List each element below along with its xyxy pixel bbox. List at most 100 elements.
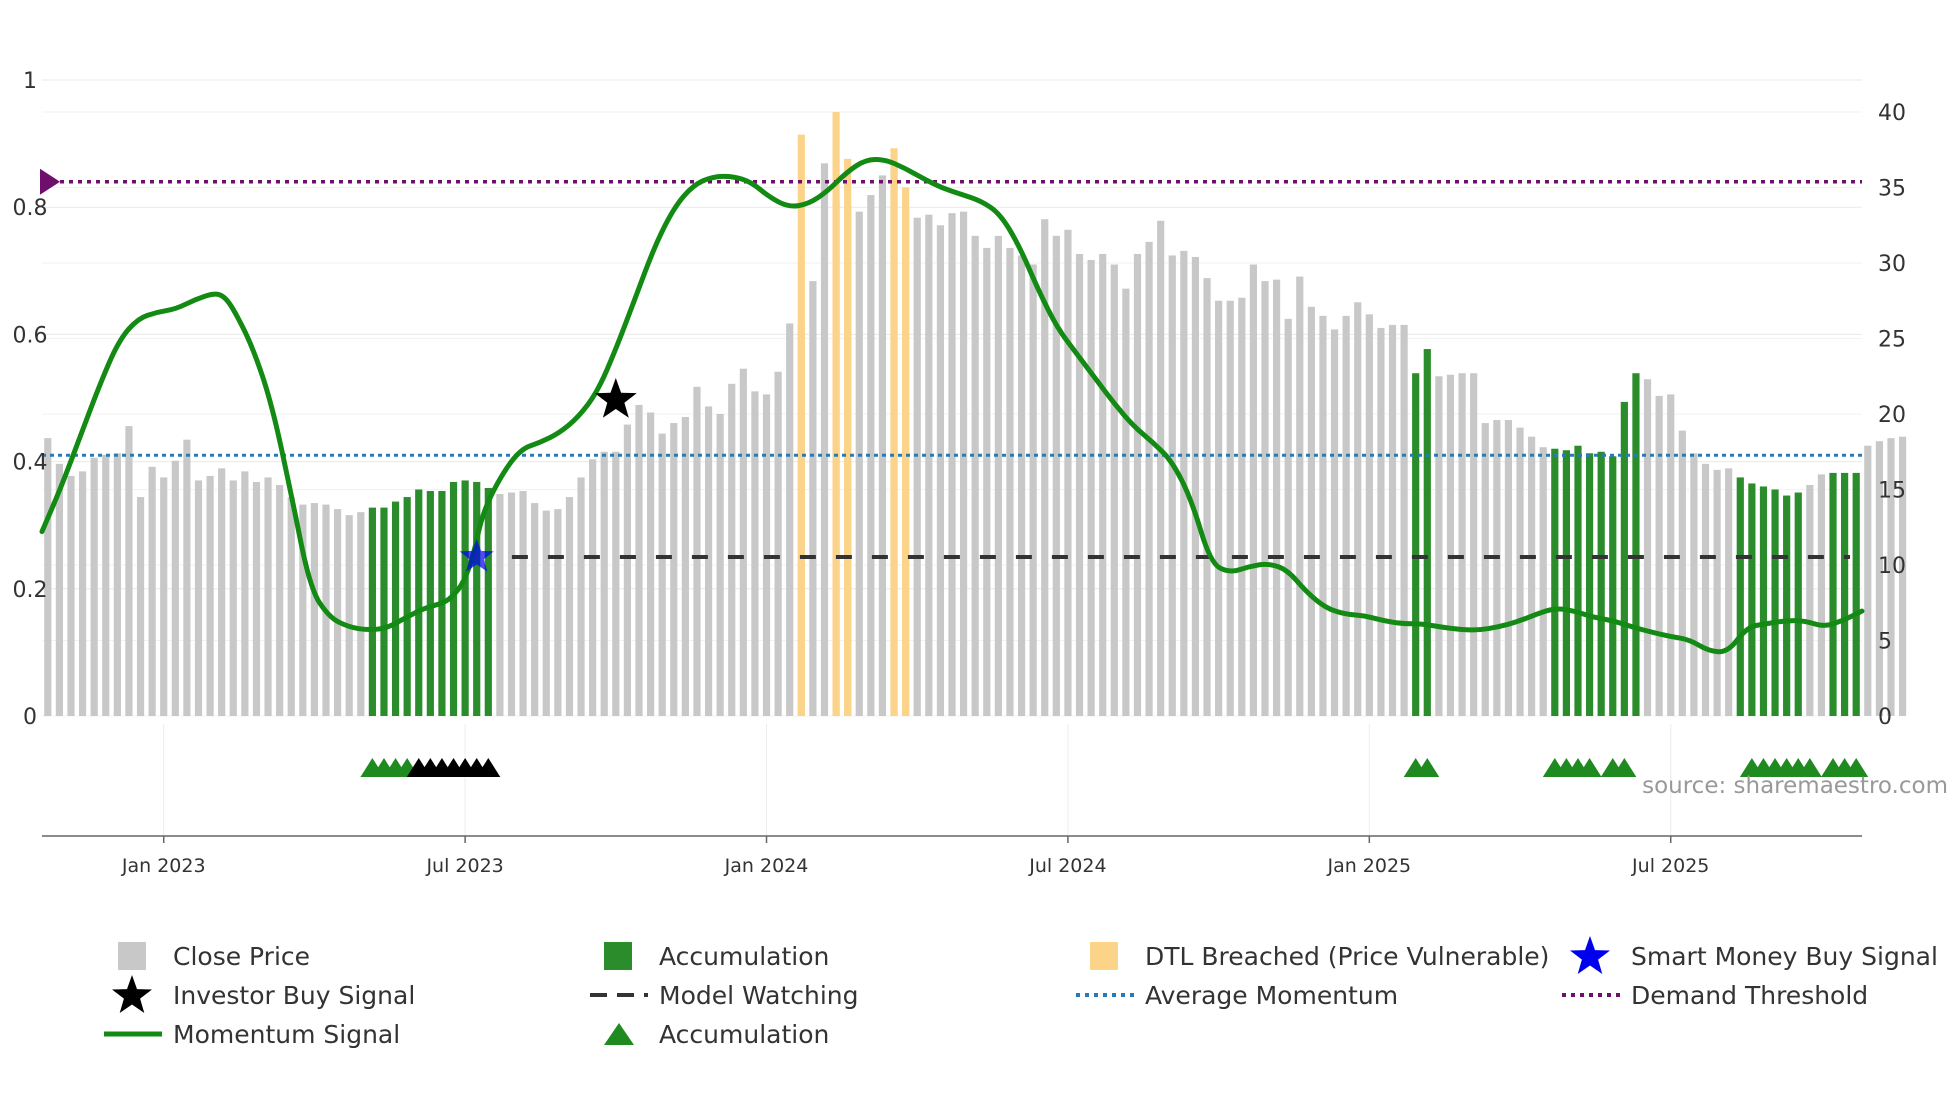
close-price-bar bbox=[716, 414, 724, 716]
legend-label: Model Watching bbox=[659, 981, 859, 1010]
close-price-bar bbox=[554, 509, 562, 716]
close-price-bar bbox=[229, 480, 237, 716]
close-price-bar bbox=[1817, 474, 1826, 716]
accumulation-bar bbox=[403, 497, 411, 716]
close-price-bar bbox=[739, 368, 747, 716]
close-price-bar bbox=[1157, 220, 1165, 716]
accumulation-bar bbox=[1597, 451, 1605, 716]
accumulation-bar bbox=[380, 507, 388, 716]
legend-label: Momentum Signal bbox=[173, 1020, 400, 1049]
close-price-bar bbox=[681, 417, 689, 716]
close-price-bar bbox=[113, 453, 121, 716]
close-price-bar bbox=[1435, 376, 1443, 716]
right-tick-label: 30 bbox=[1878, 252, 1906, 277]
left-tick-label: 0.6 bbox=[13, 323, 48, 348]
close-price-bar bbox=[1354, 302, 1362, 716]
close-price-bar bbox=[1516, 427, 1524, 716]
date-tick-label: Jan 2023 bbox=[121, 855, 206, 877]
close-price-bar bbox=[774, 371, 782, 716]
close-price-bar bbox=[704, 406, 713, 716]
price-bars bbox=[44, 112, 1907, 717]
close-price-bar bbox=[1528, 436, 1536, 716]
investor-buy-signal-marker bbox=[594, 378, 637, 418]
accumulation-bar bbox=[1841, 472, 1849, 716]
close-price-bar bbox=[647, 412, 655, 716]
close-price-bar bbox=[577, 477, 585, 716]
close-price-bar bbox=[507, 492, 516, 716]
legend-label: Demand Threshold bbox=[1631, 981, 1868, 1010]
legend: Close Price Accumulation DTL Breached (Pri… bbox=[104, 936, 1938, 1049]
accumulation-triangle-marker bbox=[1577, 758, 1602, 777]
close-price-bar bbox=[820, 163, 829, 717]
close-price-bar bbox=[264, 477, 272, 716]
indicator-lines bbox=[39, 157, 1865, 655]
legend-item-smart-money: Smart Money Buy Signal bbox=[1570, 936, 1938, 974]
close-price-bar bbox=[751, 391, 759, 716]
dtl-breached-bar bbox=[797, 134, 805, 716]
accumulation-bar bbox=[1609, 456, 1617, 716]
source-label: source: sharemaestro.com bbox=[1642, 773, 1948, 799]
close-price-bar bbox=[936, 225, 945, 716]
dtl-breached-bar bbox=[890, 148, 898, 717]
close-price-bar bbox=[1342, 315, 1350, 716]
close-price-bar bbox=[1458, 373, 1466, 716]
close-price-bar bbox=[1330, 329, 1339, 716]
legend-label: Average Momentum bbox=[1145, 981, 1398, 1010]
close-price-bar bbox=[1400, 324, 1408, 716]
legend-item-close-price: Close Price bbox=[118, 942, 310, 971]
close-price-bar bbox=[1122, 288, 1130, 716]
accumulation-bar bbox=[1829, 472, 1837, 716]
accumulation-bar bbox=[1783, 495, 1791, 716]
close-price-bar bbox=[612, 451, 620, 716]
close-price-bar bbox=[1064, 229, 1072, 716]
left-tick-label: 0.2 bbox=[13, 578, 48, 603]
accumulation-bar bbox=[1562, 450, 1570, 716]
close-price-bar bbox=[1145, 241, 1153, 717]
close-price-bar bbox=[925, 214, 933, 716]
right-tick-label: 20 bbox=[1878, 403, 1906, 428]
accumulation-bar bbox=[368, 507, 376, 716]
close-price-bar bbox=[345, 515, 353, 716]
right-tick-label: 25 bbox=[1878, 328, 1906, 353]
accumulation-bar bbox=[415, 489, 423, 716]
accumulation-bar bbox=[1771, 489, 1779, 716]
close-price-bar bbox=[542, 510, 550, 716]
close-price-bar bbox=[1203, 278, 1211, 716]
close-price-bar bbox=[994, 235, 1002, 716]
close-price-bar bbox=[496, 494, 504, 716]
close-price-bar bbox=[1075, 253, 1084, 716]
smart-money-buy-signal-marker bbox=[459, 539, 494, 572]
date-tick-label: Jul 2023 bbox=[425, 855, 503, 877]
close-price-bar bbox=[1261, 281, 1269, 716]
close-price-bar bbox=[1701, 463, 1710, 716]
close-price-bar bbox=[1887, 438, 1895, 716]
close-price-bar bbox=[252, 481, 261, 716]
close-price-bar bbox=[658, 433, 666, 716]
legend-swatch bbox=[604, 942, 632, 970]
close-price-bar bbox=[1041, 219, 1049, 716]
right-tick-label: 5 bbox=[1878, 630, 1892, 655]
legend-label: Close Price bbox=[173, 942, 310, 971]
close-price-bar bbox=[1713, 469, 1721, 716]
close-price-bar bbox=[310, 503, 319, 716]
close-price-bar bbox=[809, 281, 817, 716]
close-price-bar bbox=[206, 475, 214, 716]
close-price-bar bbox=[1446, 374, 1455, 716]
legend-item-avg-momentum: Average Momentum bbox=[1076, 981, 1398, 1010]
accumulation-bar bbox=[1412, 373, 1420, 716]
close-price-bar bbox=[102, 454, 110, 716]
legend-item-momentum: Momentum Signal bbox=[104, 1020, 400, 1049]
legend-item-acc-marker: Accumulation bbox=[604, 1020, 829, 1049]
close-price-bar bbox=[241, 471, 249, 716]
close-price-bar bbox=[670, 423, 678, 716]
close-price-bar bbox=[1481, 423, 1489, 716]
close-price-bar bbox=[1006, 247, 1014, 716]
date-tick-label: Jul 2024 bbox=[1028, 855, 1106, 877]
close-price-bar bbox=[1655, 395, 1663, 716]
close-price-bar bbox=[1678, 430, 1686, 716]
close-price-bar bbox=[565, 497, 574, 716]
close-price-bar bbox=[913, 217, 921, 716]
legend-star bbox=[112, 975, 152, 1013]
legend-star bbox=[1570, 936, 1610, 974]
